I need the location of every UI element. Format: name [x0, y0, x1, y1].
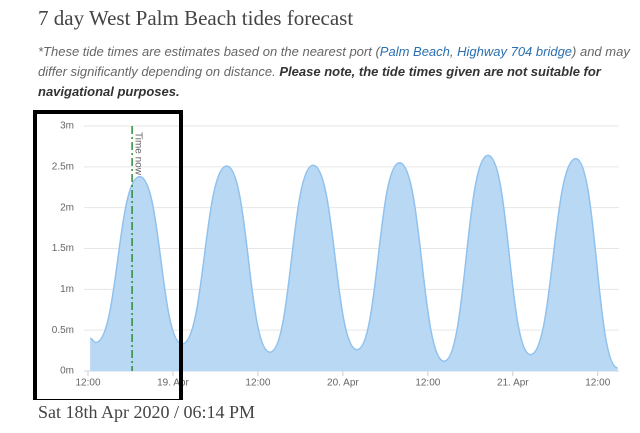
y-tick-label: 3m	[60, 121, 74, 132]
page-title: 7 day West Palm Beach tides forecast	[38, 6, 354, 30]
note: *These tide times are estimates based on…	[38, 42, 633, 102]
now-label: Time now	[132, 132, 143, 176]
x-tick-label: 21. Apr	[497, 378, 529, 389]
note-text: ,	[449, 44, 458, 59]
y-tick-label: 2m	[60, 202, 74, 213]
chart: 0m 0.5m 1m 1.5m 2m 2.5m 3m 12:00 19. Apr 12:00 20.…	[33, 110, 619, 400]
x-tick-label: 20. Apr	[327, 378, 359, 389]
warning: Please note, the tide times given are no…	[38, 64, 601, 99]
note-text: *These tide times are estimates based on…	[38, 44, 380, 59]
y-tick-label: 1.5m	[52, 243, 74, 254]
y-tick-label: 0m	[60, 366, 74, 377]
y-tick-label: 0.5m	[52, 325, 74, 336]
port-link[interactable]: Highway 704 bridge	[457, 44, 573, 59]
x-tick-label: 12:00	[245, 378, 270, 389]
highlight-box	[33, 110, 183, 400]
x-tick-label: 19. Apr	[157, 378, 189, 389]
tide-line	[89, 154, 618, 369]
footer-date: Sat 18th Apr 2020 / 06:14 PM	[38, 402, 256, 422]
note-text: ) and may differ significantly depending…	[38, 44, 630, 79]
x-tick-label: 12:00	[415, 378, 440, 389]
x-tick-label: 12:00	[75, 378, 100, 389]
y-tick-label: 2.5m	[52, 161, 74, 172]
tide-area	[90, 155, 618, 371]
x-tick-label: 12:00	[585, 378, 610, 389]
port-link[interactable]: Palm Beach	[379, 44, 450, 59]
y-tick-label: 1m	[60, 284, 74, 295]
